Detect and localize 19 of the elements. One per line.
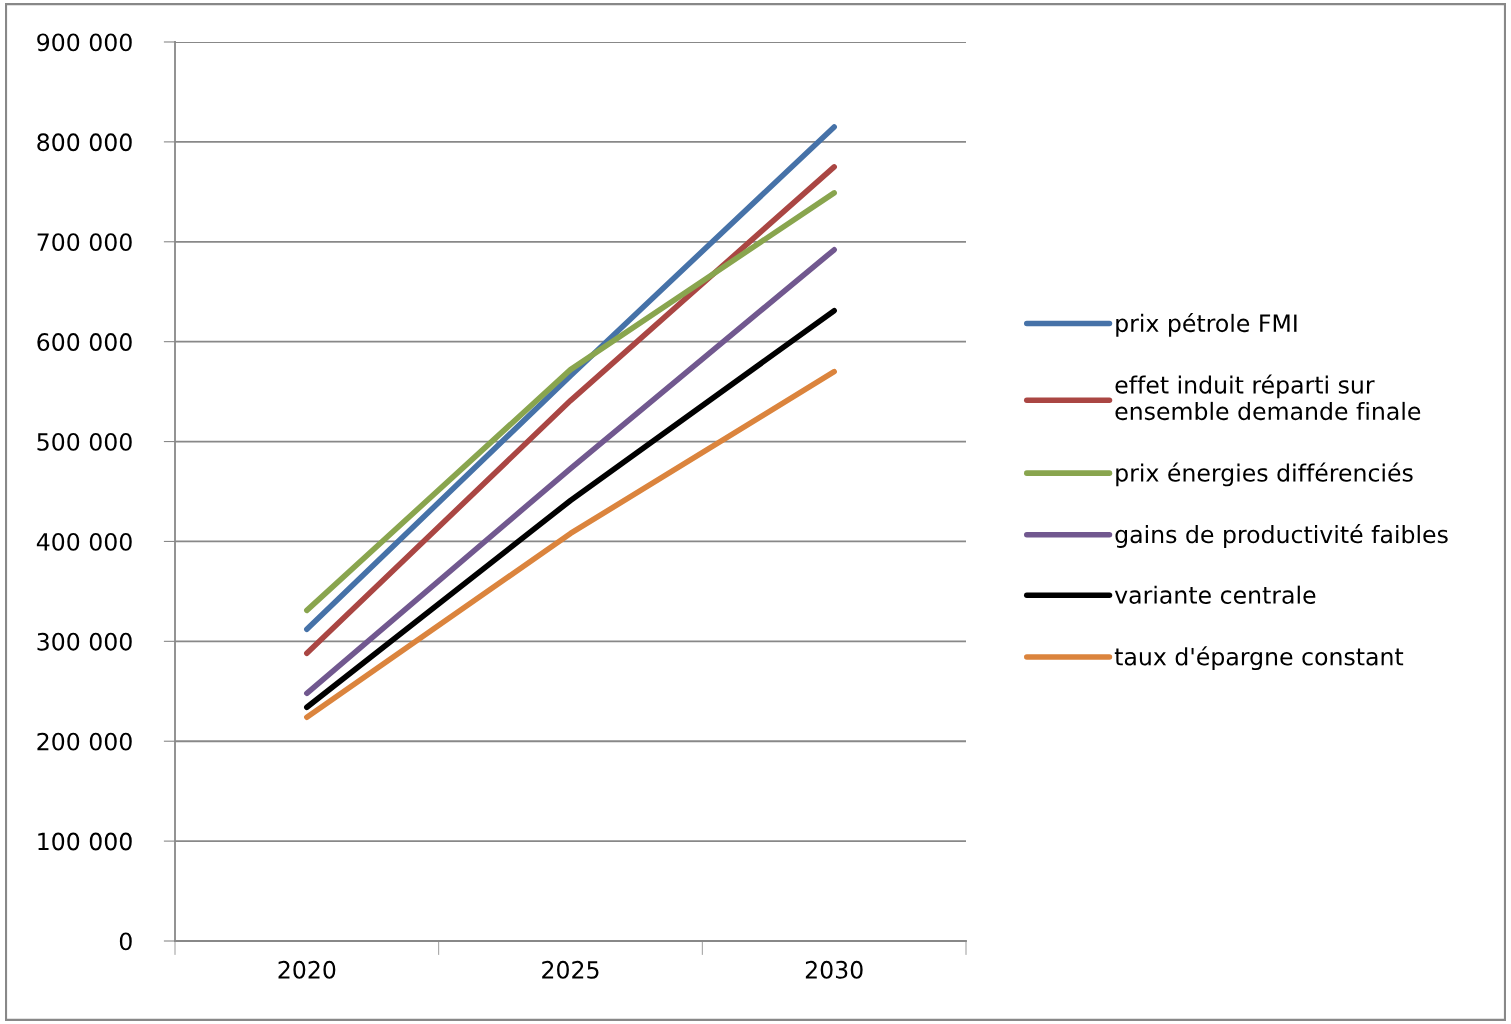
legend-label: prix pétrole FMI — [1116, 312, 1297, 337]
x-tick-label: 2030 — [805, 960, 863, 979]
y-tick-label: 100 000 — [38, 832, 132, 851]
legend-label: prix énergies différenciés — [1116, 462, 1413, 487]
y-tick-label: 900 000 — [37, 33, 132, 52]
y-tick-label: 700 000 — [37, 233, 132, 252]
legend-label: gains de productivité faibles — [1115, 524, 1448, 548]
y-tick-label: 400 000 — [36, 532, 132, 551]
y-tick-label: 0 — [119, 932, 132, 951]
legend-label: effet induit réparti sur ensemble demande finale — [1115, 374, 1421, 421]
legend-label: taux d'épargne constant — [1114, 646, 1404, 671]
legend-label: variante centrale — [1114, 585, 1316, 604]
y-tick-label: 200 000 — [37, 732, 132, 751]
y-tick-label: 800 000 — [37, 133, 132, 152]
y-tick-label: 500 000 — [37, 433, 132, 451]
y-tick-label: 600 000 — [37, 333, 132, 351]
x-tick-label: 2025 — [542, 960, 599, 979]
x-tick-label: 2020 — [278, 960, 336, 979]
y-tick-label: 300 000 — [37, 632, 132, 651]
